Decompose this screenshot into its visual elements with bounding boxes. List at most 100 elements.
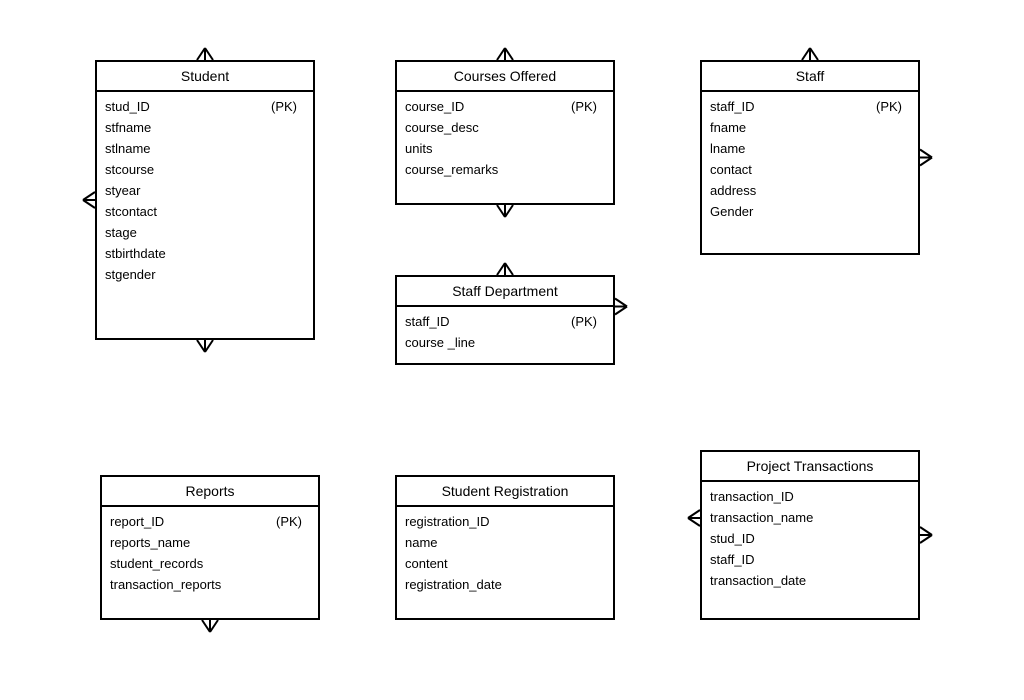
crowsfoot-line xyxy=(505,263,513,275)
attr-row: registration_date xyxy=(405,574,605,595)
crowsfoot-line xyxy=(810,48,818,60)
attr-row: report_ID (PK) xyxy=(110,511,310,532)
attr-pk: (PK) xyxy=(276,514,310,529)
attr-name: contact xyxy=(710,162,752,177)
crowsfoot-line xyxy=(688,510,700,518)
crowsfoot-line xyxy=(210,620,218,632)
attr-row: fname xyxy=(710,117,910,138)
entity-title: Staff xyxy=(702,62,918,92)
attr-name: course_ID xyxy=(405,99,464,114)
crowsfoot-line xyxy=(497,263,505,275)
entity-attrs: staff_ID (PK) course _line xyxy=(397,307,613,357)
attr-name: stcourse xyxy=(105,162,154,177)
attr-name: report_ID xyxy=(110,514,164,529)
attr-name: course _line xyxy=(405,335,475,350)
attr-name: stgender xyxy=(105,267,156,282)
attr-row: stcourse xyxy=(105,159,305,180)
attr-row: staff_ID xyxy=(710,549,910,570)
attr-name: stcontact xyxy=(105,204,157,219)
attr-name: styear xyxy=(105,183,140,198)
attr-name: Gender xyxy=(710,204,753,219)
crowsfoot-line xyxy=(205,48,213,60)
attr-name: stbirthdate xyxy=(105,246,166,261)
attr-name: course_desc xyxy=(405,120,479,135)
attr-row: stcontact xyxy=(105,201,305,222)
entity-courses: Courses Offered course_ID (PK) course_descu… xyxy=(395,60,615,205)
entity-title: Courses Offered xyxy=(397,62,613,92)
crowsfoot-line xyxy=(202,620,210,632)
attr-row: stbirthdate xyxy=(105,243,305,264)
attr-row: course_desc xyxy=(405,117,605,138)
crowsfoot-line xyxy=(920,158,932,166)
entity-title: Student xyxy=(97,62,313,92)
attr-name: stage xyxy=(105,225,137,240)
entity-staff: Staff staff_ID (PK) fname lname contact addres… xyxy=(700,60,920,255)
attr-row: student_records xyxy=(110,553,310,574)
attr-pk: (PK) xyxy=(571,314,605,329)
attr-row: styear xyxy=(105,180,305,201)
attr-row: content xyxy=(405,553,605,574)
crowsfoot-line xyxy=(83,200,95,208)
crowsfoot-line xyxy=(802,48,810,60)
attr-row: course _line xyxy=(405,332,605,353)
attr-name: reports_name xyxy=(110,535,190,550)
attr-row: reports_name xyxy=(110,532,310,553)
entity-attrs: course_ID (PK) course_descunits course_rema… xyxy=(397,92,613,184)
entity-transactions: Project Transactionstransaction_IDtransa… xyxy=(700,450,920,620)
entity-title: Project Transactions xyxy=(702,452,918,482)
attr-name: lname xyxy=(710,141,745,156)
entity-title: Student Registration xyxy=(397,477,613,507)
attr-name: address xyxy=(710,183,756,198)
crowsfoot-line xyxy=(920,527,932,535)
attr-row: staff_ID (PK) xyxy=(405,311,605,332)
attr-row: lname xyxy=(710,138,910,159)
attr-name: registration_date xyxy=(405,577,502,592)
entity-attrs: registration_IDname content registration_d… xyxy=(397,507,613,599)
attr-pk: (PK) xyxy=(271,99,305,114)
attr-pk: (PK) xyxy=(876,99,910,114)
attr-row: stfname xyxy=(105,117,305,138)
attr-row: stud_ID(PK) xyxy=(105,96,305,117)
attr-name: staff_ID xyxy=(405,314,450,329)
attr-name: student_records xyxy=(110,556,203,571)
crowsfoot-line xyxy=(920,535,932,543)
attr-name: course_remarks xyxy=(405,162,498,177)
attr-name: units xyxy=(405,141,432,156)
attr-row: course_ID (PK) xyxy=(405,96,605,117)
attr-name: content xyxy=(405,556,448,571)
attr-row: name xyxy=(405,532,605,553)
attr-name: stud_ID xyxy=(710,531,755,546)
crowsfoot-line xyxy=(497,48,505,60)
attr-row: address xyxy=(710,180,910,201)
attr-name: staff_ID xyxy=(710,552,755,567)
entity-attrs: transaction_ID transaction_name stud_IDsta… xyxy=(702,482,918,595)
attr-name: transaction_name xyxy=(710,510,813,525)
attr-row: course_remarks xyxy=(405,159,605,180)
entity-registration: Student Registration registration_IDname c… xyxy=(395,475,615,620)
attr-name: fname xyxy=(710,120,746,135)
entity-reports: Reports report_ID (PK) reports_name student_… xyxy=(100,475,320,620)
entity-title: Reports xyxy=(102,477,318,507)
attr-pk: (PK) xyxy=(571,99,605,114)
attr-row: stud_ID xyxy=(710,528,910,549)
attr-row: transaction_reports xyxy=(110,574,310,595)
crowsfoot-line xyxy=(497,205,505,217)
entity-attrs: staff_ID (PK) fname lname contact address Gend… xyxy=(702,92,918,226)
crowsfoot-line xyxy=(83,192,95,200)
crowsfoot-line xyxy=(688,518,700,526)
crowsfoot-line xyxy=(615,299,627,307)
attr-name: staff_ID xyxy=(710,99,755,114)
crowsfoot-line xyxy=(615,307,627,315)
attr-name: transaction_reports xyxy=(110,577,221,592)
attr-row: stage xyxy=(105,222,305,243)
attr-row: registration_ID xyxy=(405,511,605,532)
crowsfoot-line xyxy=(505,48,513,60)
attr-row: transaction_name xyxy=(710,507,910,528)
entity-title: Staff Department xyxy=(397,277,613,307)
attr-name: transaction_ID xyxy=(710,489,794,504)
attr-row: Gender xyxy=(710,201,910,222)
attr-name: registration_ID xyxy=(405,514,490,529)
attr-row: stgender xyxy=(105,264,305,285)
attr-name: stlname xyxy=(105,141,151,156)
crowsfoot-line xyxy=(197,48,205,60)
